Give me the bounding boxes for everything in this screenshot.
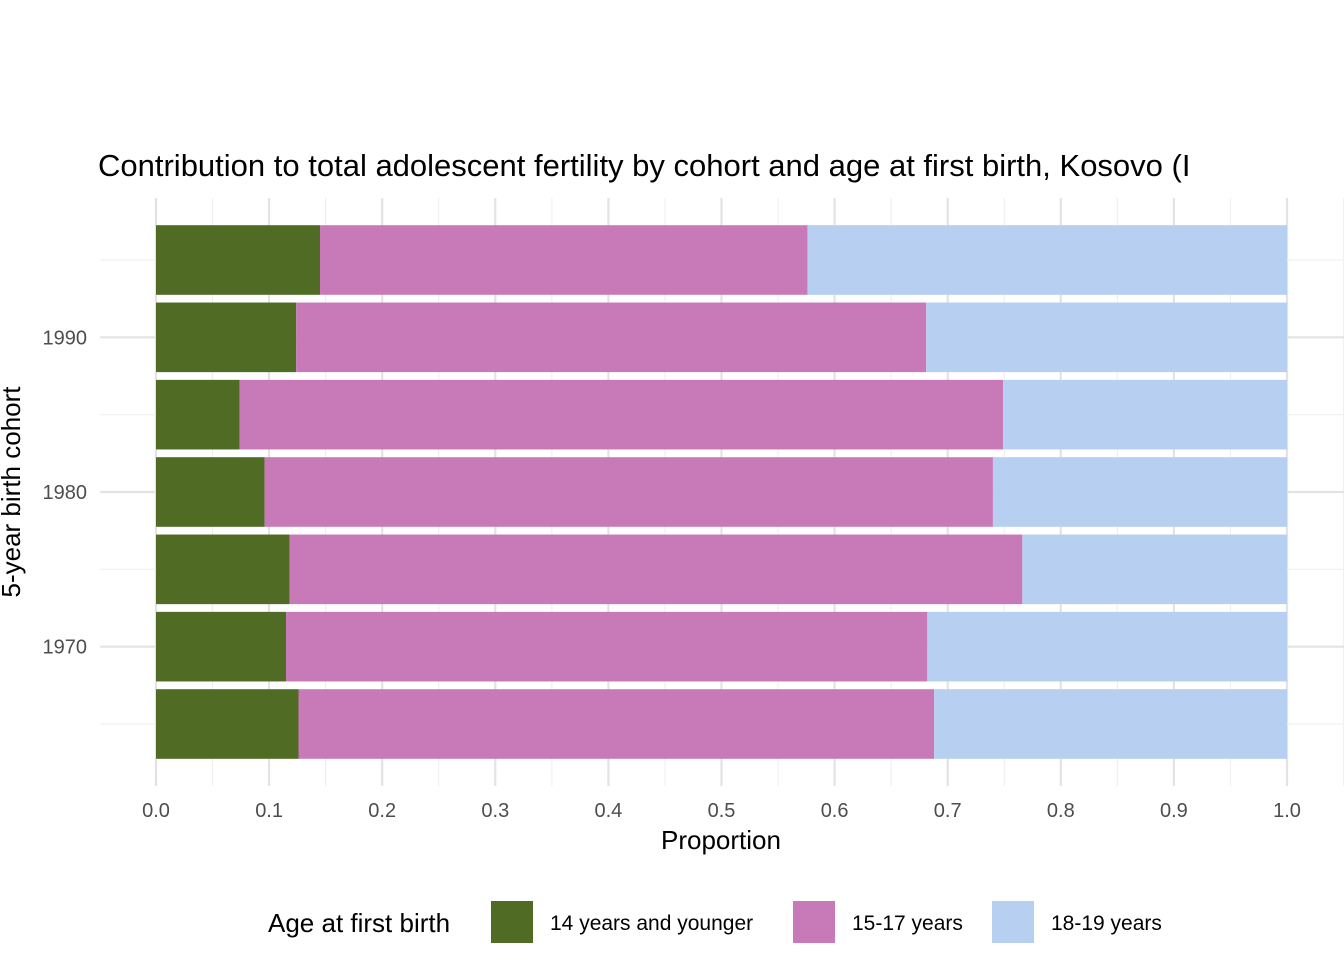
bar-segment-1970-series-1: [156, 611, 287, 682]
bar-segment-1965-series-3: [934, 689, 1287, 759]
bar-segment-1990-series-2: [296, 302, 927, 373]
y-axis-title: 5-year birth cohort: [0, 386, 26, 598]
bar-segment-1970-series-2: [286, 611, 928, 682]
bar-segment-1980-series-3: [992, 457, 1287, 527]
legend-key: [992, 901, 1034, 943]
bar-segment-1980-series-2: [264, 457, 993, 527]
legend-label: 18-19 years: [1051, 912, 1162, 935]
x-tick-label: 0.5: [708, 800, 736, 822]
legend-title: Age at first birth: [268, 908, 450, 938]
bar-segment-1995-series-1: [156, 225, 320, 295]
y-tick-label: 1970: [43, 637, 88, 659]
bar-segment-1975-series-1: [156, 534, 290, 605]
bar-segment-1995-series-2: [319, 225, 808, 295]
legend-key: [793, 901, 835, 943]
x-tick-label: 0.4: [594, 800, 622, 822]
bar-segment-1995-series-3: [807, 225, 1287, 295]
y-tick-label: 1980: [43, 482, 88, 504]
bar-segment-1975-series-3: [1022, 534, 1287, 605]
x-tick-label: 0.0: [142, 800, 170, 822]
bar-segment-1990-series-3: [926, 302, 1287, 373]
x-tick-label: 0.2: [368, 800, 396, 822]
legend-label: 14 years and younger: [550, 912, 753, 935]
bar-segment-1980-series-1: [156, 457, 265, 527]
x-tick-label: 0.9: [1160, 800, 1188, 822]
y-tick-label: 1990: [43, 327, 88, 349]
x-tick-label: 0.6: [821, 800, 849, 822]
bar-segment-1990-series-1: [156, 302, 297, 373]
chart-title: Contribution to total adolescent fertili…: [98, 148, 1190, 183]
bar-segment-1975-series-2: [289, 534, 1023, 605]
bar-segment-1985-series-2: [239, 379, 1004, 450]
legend: Age at first birth 14 years and younger 1…: [268, 901, 1162, 943]
x-tick-label: 1.0: [1273, 800, 1301, 822]
x-tick-label: 0.1: [255, 800, 283, 822]
x-tick-label: 0.3: [481, 800, 509, 822]
bars: [156, 225, 1287, 759]
bar-segment-1970-series-3: [927, 611, 1287, 682]
legend-label: 15-17 years: [852, 912, 963, 935]
bar-segment-1965-series-2: [298, 689, 935, 759]
bar-segment-1965-series-1: [156, 689, 299, 759]
tick-labels: 0.0 0.1 0.2 0.3 0.4 0.5 0.6 0.7 0.8 0.9 1.0 1970 198…: [43, 327, 1301, 822]
x-tick-label: 0.7: [934, 800, 962, 822]
legend-key: [491, 901, 533, 943]
bar-segment-1985-series-3: [1003, 379, 1287, 450]
x-tick-label: 0.8: [1047, 800, 1075, 822]
bar-segment-1985-series-1: [156, 379, 240, 450]
x-axis-title: Proportion: [661, 825, 781, 855]
